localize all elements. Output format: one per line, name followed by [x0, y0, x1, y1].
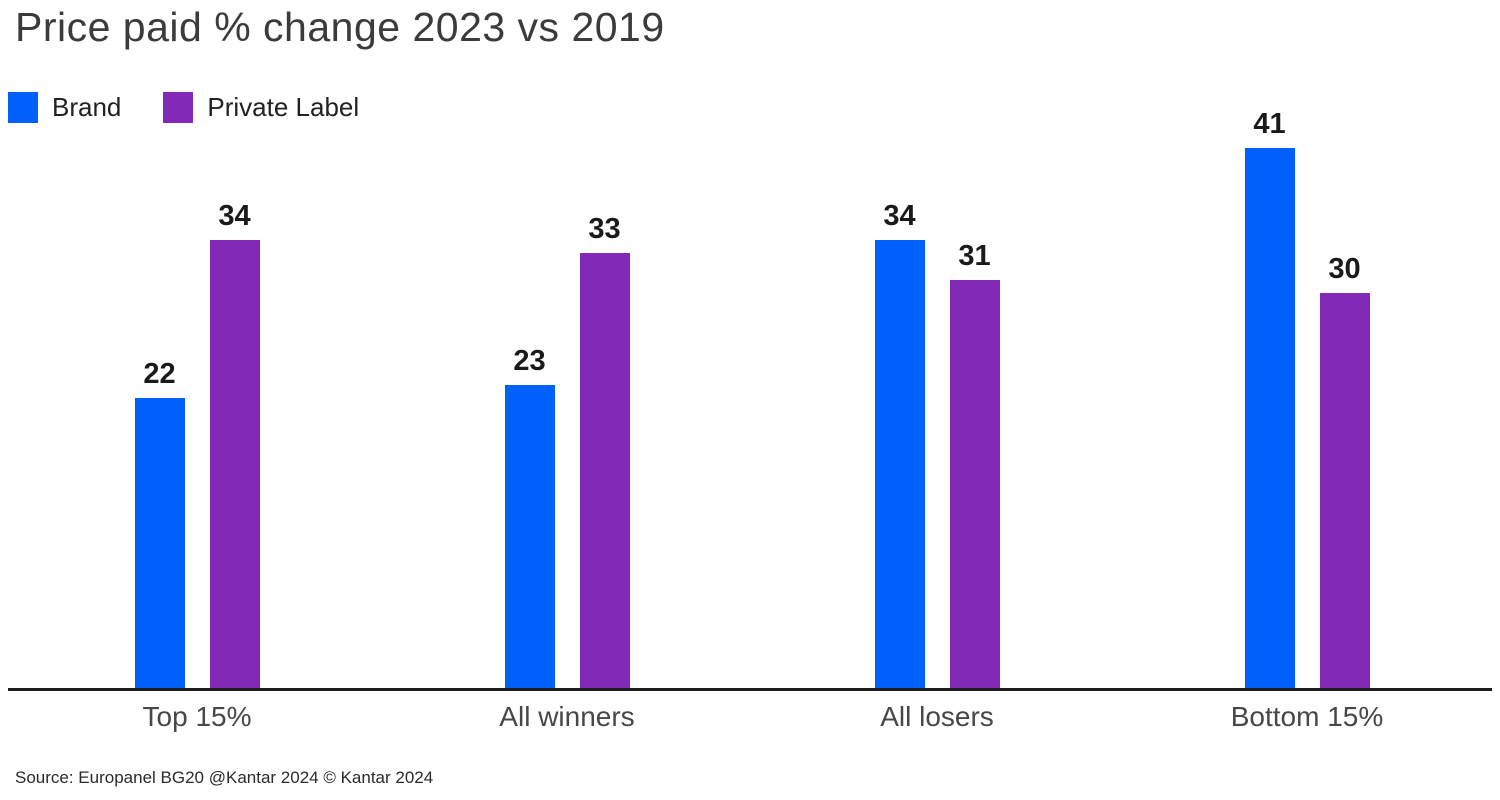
bar-column: 30: [1319, 253, 1370, 688]
bar-brand: [504, 385, 555, 688]
value-label: 34: [883, 200, 916, 232]
value-label: 30: [1328, 253, 1361, 285]
bar-brand: [874, 240, 925, 688]
chart-title: Price paid % change 2023 vs 2019: [15, 4, 665, 50]
bar-column: 34: [874, 200, 925, 688]
category-label: All winners: [499, 701, 635, 732]
bar-pair: 41 30: [1244, 110, 1370, 688]
category-label: Top 15%: [142, 701, 252, 732]
bar-column: 22: [134, 358, 185, 688]
bar-pair: 22 34: [134, 130, 260, 688]
bar-column: 33: [579, 213, 630, 688]
legend-item-private-label: Private Label: [163, 92, 359, 123]
bar-column: 41: [1244, 108, 1295, 688]
bar-brand: [1244, 148, 1295, 688]
bar-group: 23 33: [382, 130, 752, 688]
legend-label-private-label: Private Label: [207, 92, 360, 122]
bar-group: 22 34: [12, 130, 382, 688]
bar-group: 41 30: [1122, 110, 1492, 688]
value-label: 33: [588, 213, 621, 245]
bar-pair: 34 31: [874, 130, 1000, 688]
bar-brand: [134, 398, 185, 688]
bar-column: 23: [504, 345, 555, 688]
source-note: Source: Europanel BG20 @Kantar 2024 © Ka…: [15, 768, 434, 787]
plot-area: 22 34 23 33 34 31 41 30: [12, 110, 1492, 688]
category-label: Bottom 15%: [1230, 701, 1384, 732]
value-label: 41: [1253, 108, 1286, 140]
private-label-swatch-icon: [163, 92, 194, 123]
legend-label-brand: Brand: [52, 92, 122, 122]
bar-group: 34 31: [752, 130, 1122, 688]
bar-private-label: [579, 253, 630, 688]
bar-private-label: [949, 280, 1000, 688]
bar-pair: 23 33: [504, 130, 630, 688]
value-label: 31: [958, 240, 991, 272]
bar-private-label: [1319, 293, 1370, 688]
x-axis-line: [8, 688, 1492, 691]
category-label: All losers: [880, 701, 994, 732]
legend: Brand Private Label: [8, 92, 359, 123]
value-label: 22: [143, 358, 176, 390]
bar-private-label: [209, 240, 260, 688]
bar-column: 31: [949, 240, 1000, 688]
bar-column: 34: [209, 200, 260, 688]
value-label: 34: [218, 200, 251, 232]
brand-swatch-icon: [8, 92, 38, 123]
x-axis-labels: Top 15% All winners All losers Bottom 15%: [12, 701, 1492, 733]
legend-item-brand: Brand: [8, 92, 121, 123]
value-label: 23: [513, 345, 546, 377]
